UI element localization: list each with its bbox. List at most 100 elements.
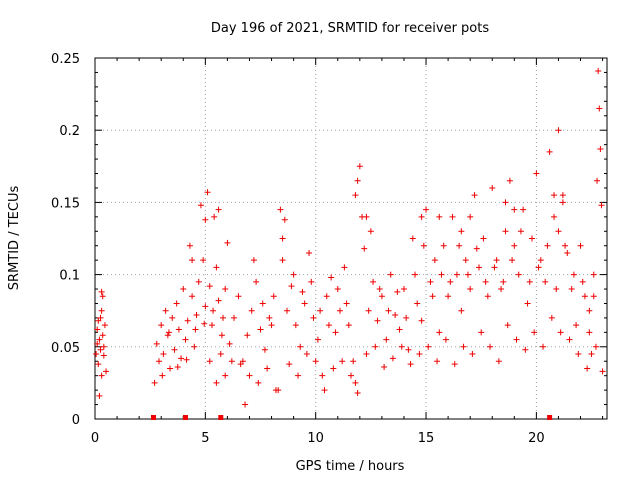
data-point: [476, 264, 482, 271]
data-point: [257, 326, 264, 333]
x-tick-label: 20: [528, 431, 545, 446]
data-point: [151, 379, 158, 386]
data-point: [156, 358, 162, 365]
data-point: [557, 329, 564, 336]
data-point: [575, 351, 582, 358]
data-point: [182, 336, 189, 343]
data-point: [436, 213, 443, 220]
data-point: [405, 346, 412, 353]
data-point: [246, 372, 253, 379]
data-point: [99, 332, 106, 339]
y-tick-labels: 0 0.05 0.1 0.15 0.2 0.25: [51, 52, 80, 428]
data-point: [597, 145, 604, 152]
data-point: [385, 307, 392, 314]
data-point: [97, 346, 104, 353]
data-point: [524, 300, 531, 307]
data-point: [559, 192, 566, 199]
data-point: [204, 189, 211, 196]
baseline-point: [182, 415, 188, 420]
data-point: [438, 271, 445, 278]
data-point: [387, 271, 394, 278]
data-point: [301, 300, 308, 307]
data-point: [533, 170, 540, 177]
data-point: [330, 365, 337, 372]
data-point: [208, 322, 215, 329]
data-point: [392, 312, 399, 319]
data-point: [464, 271, 471, 278]
data-point: [579, 278, 586, 285]
data-point: [215, 297, 222, 304]
data-point: [98, 372, 105, 379]
data-point: [206, 358, 213, 365]
data-point: [389, 355, 396, 362]
data-point: [356, 163, 363, 170]
data-point: [370, 278, 377, 285]
data-point: [440, 242, 447, 249]
data-point: [515, 271, 522, 278]
data-point: [303, 351, 310, 358]
data-point: [590, 293, 597, 300]
data-point: [427, 278, 434, 285]
data-point: [284, 307, 290, 314]
y-tick-label: 0.2: [59, 124, 80, 139]
data-point: [323, 293, 330, 300]
data-point: [596, 105, 603, 112]
data-point: [218, 332, 225, 339]
data-point: [211, 213, 218, 220]
data-point: [180, 286, 187, 293]
data-point: [96, 392, 103, 399]
data-point: [544, 242, 551, 249]
data-point: [201, 320, 208, 327]
data-point: [592, 343, 599, 350]
data-point: [352, 379, 359, 386]
data-point: [167, 365, 174, 372]
data-point: [400, 286, 407, 293]
data-point: [487, 343, 494, 350]
data-point: [93, 351, 100, 358]
data-point: [363, 213, 370, 220]
data-point: [542, 278, 549, 285]
data-point: [178, 355, 185, 362]
data-point: [173, 300, 180, 307]
x-tick-labels: 0 5 10 15 20: [91, 431, 545, 446]
data-point: [193, 312, 200, 319]
data-point: [403, 314, 410, 321]
data-point: [171, 346, 178, 353]
data-point: [447, 278, 454, 285]
data-point: [409, 235, 416, 242]
data-point: [522, 346, 529, 353]
data-point: [279, 235, 286, 242]
data-point: [504, 322, 511, 329]
data-point: [295, 372, 302, 379]
data-point: [317, 307, 324, 314]
data-point: [217, 351, 224, 358]
data-point: [159, 372, 166, 379]
data-point: [445, 293, 452, 300]
y-tick-label: 0.15: [51, 196, 80, 211]
data-point: [350, 358, 357, 365]
data-point: [511, 206, 518, 213]
data-point: [566, 336, 573, 343]
data-point: [460, 343, 467, 350]
data-point: [334, 286, 341, 293]
data-point: [478, 329, 485, 336]
data-point: [573, 322, 580, 329]
data-point: [310, 314, 317, 321]
data-point: [555, 228, 562, 235]
data-point: [321, 387, 328, 394]
data-point: [548, 314, 555, 321]
data-point: [584, 365, 591, 372]
baseline-point: [150, 415, 156, 420]
data-point: [95, 317, 102, 324]
data-point: [354, 390, 361, 397]
data-point: [94, 326, 101, 333]
data-point: [175, 326, 182, 333]
data-point: [206, 283, 213, 290]
x-tick-label: 15: [418, 431, 435, 446]
data-point: [551, 192, 558, 199]
data-point: [559, 199, 566, 206]
data-point: [414, 300, 421, 307]
data-point: [288, 283, 295, 290]
data-point: [292, 322, 299, 329]
data-point: [101, 322, 108, 329]
